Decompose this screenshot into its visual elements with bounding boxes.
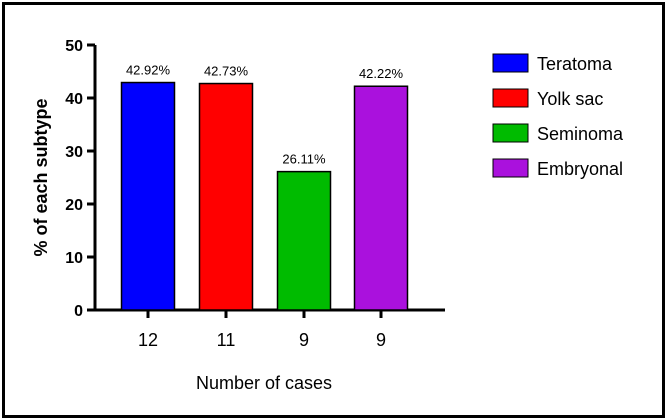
data-label: 42.73% [204, 64, 249, 79]
data-label: 42.92% [126, 63, 171, 78]
legend-swatch [492, 123, 529, 143]
x-tick-label: 12 [138, 330, 158, 350]
legend-swatch [492, 53, 529, 73]
y-axis-title: % of each subtype [31, 98, 51, 256]
bar [120, 81, 176, 311]
legend-label: Yolk sac [537, 89, 603, 109]
legend-label: Embryonal [537, 159, 623, 179]
x-axis-title: Number of cases [196, 373, 332, 393]
x-tick-label: 9 [376, 330, 386, 350]
legend-swatch [492, 88, 529, 108]
x-tick-label: 9 [299, 330, 309, 350]
y-tick-label: 20 [65, 197, 83, 214]
data-label: 42.22% [359, 66, 404, 81]
bar [353, 85, 409, 311]
bar [198, 82, 254, 311]
legend: Teratoma Yolk sac Seminoma Embryonal [492, 53, 624, 179]
legend-label: Teratoma [537, 54, 613, 74]
y-tick-label: 10 [65, 250, 83, 267]
y-tick-label: 50 [65, 38, 83, 55]
bar [276, 170, 332, 311]
data-label: 26.11% [282, 152, 326, 167]
legend-label: Seminoma [537, 124, 624, 144]
legend-swatch [492, 158, 529, 178]
y-tick-label: 0 [74, 303, 83, 320]
plot-area: 0 10 20 30 40 50 12 42.92% 11 42.73% 9 26.11% 9 42.22… [65, 38, 445, 350]
y-tick-label: 30 [65, 144, 83, 161]
y-tick-label: 40 [65, 91, 83, 108]
x-tick-label: 11 [217, 330, 236, 350]
